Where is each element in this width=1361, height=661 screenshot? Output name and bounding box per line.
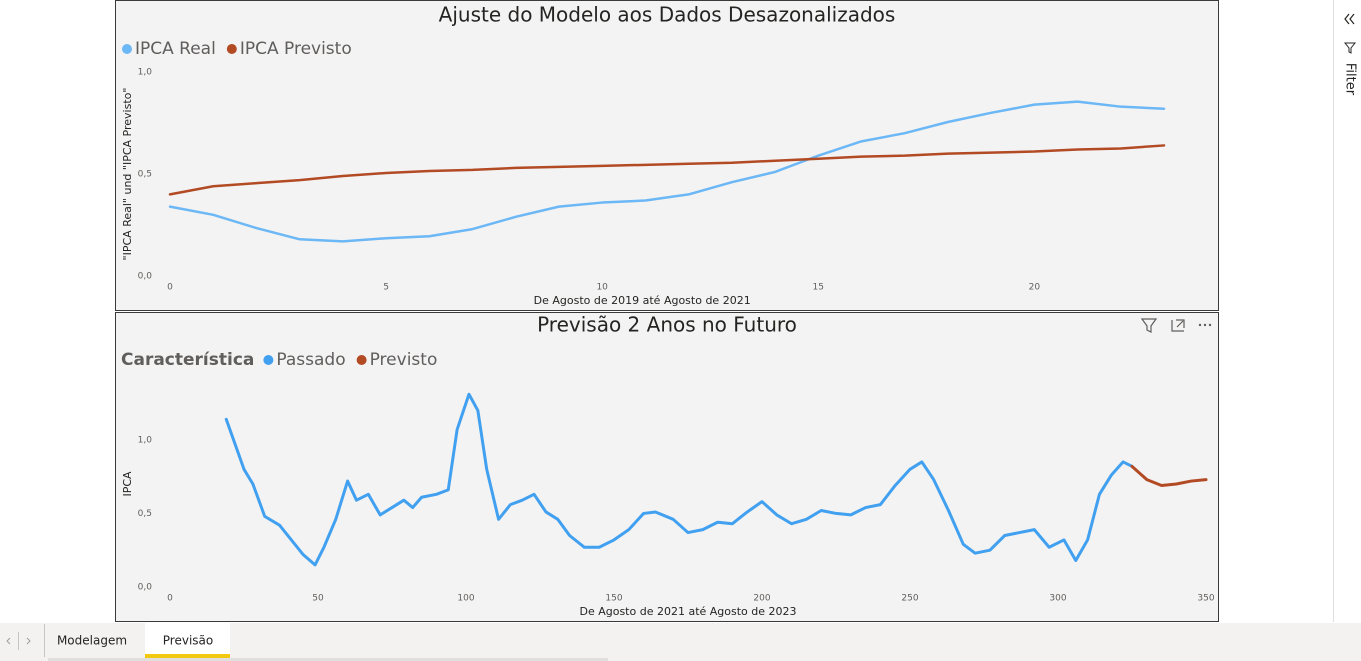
legend-title: Característica <box>121 350 254 370</box>
legend-marker <box>356 355 367 365</box>
collapse-icon[interactable] <box>1344 13 1355 25</box>
x-tick-label: 350 <box>1197 594 1214 604</box>
chart-frame <box>115 0 1219 311</box>
x-axis-title: De Agosto de 2019 até Agosto de 2021 <box>534 294 751 307</box>
line-series <box>168 100 1166 243</box>
tab[interactable]: Previsão <box>163 634 213 648</box>
more-icon[interactable] <box>1198 323 1212 327</box>
x-tick-label: 20 <box>1029 283 1041 293</box>
focus-icon[interactable] <box>1171 319 1185 332</box>
y-tick-label: 1,0 <box>138 68 153 78</box>
x-tick-label: 300 <box>1049 594 1066 604</box>
active-tab-indicator <box>145 654 230 658</box>
line-series <box>168 144 1166 196</box>
x-tick-label: 5 <box>383 283 389 293</box>
x-tick-label: 15 <box>813 283 824 293</box>
x-tick-label: 100 <box>457 594 474 604</box>
filter-pane-label[interactable]: Filter <box>1343 63 1358 96</box>
chart-title: Ajuste do Modelo aos Dados Desazonalizad… <box>439 3 896 27</box>
tab[interactable]: Modelagem <box>57 634 127 648</box>
filter-pane-icon <box>1343 42 1357 54</box>
y-tick-label: 0,5 <box>138 170 152 180</box>
x-tick-label: 10 <box>596 283 608 293</box>
x-tick-label: 50 <box>312 594 324 604</box>
visual-header <box>1140 318 1212 333</box>
chart-frame <box>115 312 1219 622</box>
legend-marker <box>226 44 237 54</box>
x-axis-title: De Agosto de 2021 até Agosto de 2023 <box>579 605 796 618</box>
filter-icon[interactable] <box>1140 318 1158 333</box>
y-axis-title: IPCA <box>121 471 134 497</box>
line-series <box>224 392 1134 567</box>
legend-label: Previsto <box>370 350 438 370</box>
legend-marker <box>122 44 132 54</box>
y-tick-label: 0,0 <box>138 583 153 593</box>
y-tick-label: 0,5 <box>138 509 152 519</box>
tab-scroll[interactable] <box>6 637 31 645</box>
line-series <box>1130 464 1208 487</box>
x-tick-label: 150 <box>605 594 622 604</box>
x-tick-label: 0 <box>167 283 173 293</box>
legend-label: IPCA Previsto <box>240 39 352 59</box>
y-tick-label: 1,0 <box>138 435 153 445</box>
legend-label: IPCA Real <box>135 39 216 59</box>
active-tab[interactable] <box>145 623 230 658</box>
scrollbar <box>48 658 608 661</box>
chart-title: Previsão 2 Anos no Futuro <box>537 313 797 337</box>
y-axis-title: "IPCA Real" und "IPCA Previsto" <box>121 88 134 261</box>
x-tick-label: 200 <box>753 594 770 604</box>
legend-label: Passado <box>276 350 345 370</box>
legend-marker <box>263 355 274 365</box>
y-tick-label: 0,0 <box>138 272 153 282</box>
x-tick-label: 0 <box>167 594 173 604</box>
x-tick-label: 250 <box>901 594 918 604</box>
